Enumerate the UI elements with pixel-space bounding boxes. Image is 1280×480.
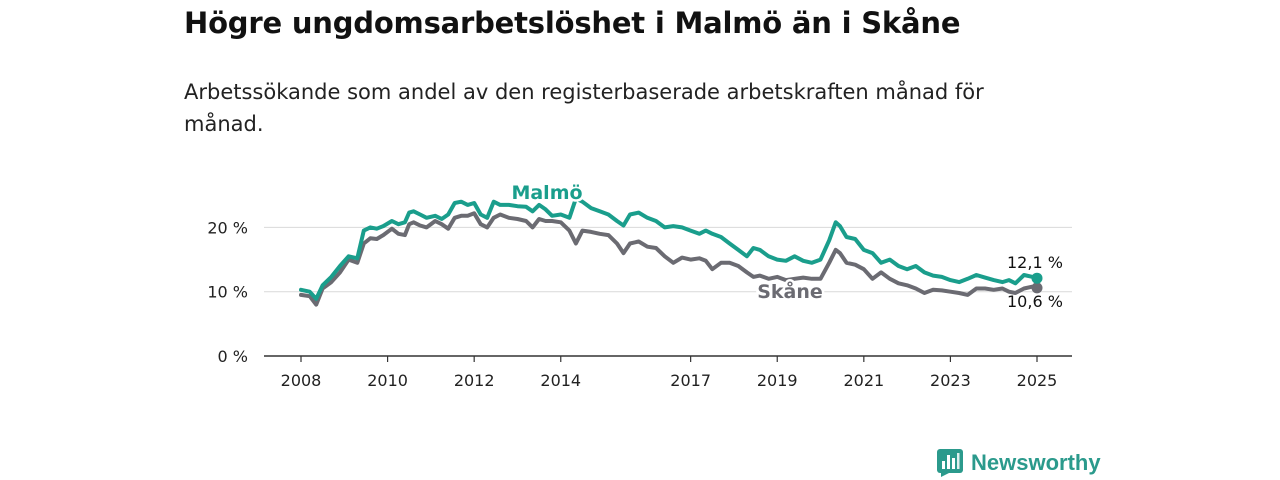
newsworthy-logo-icon — [937, 449, 963, 477]
x-tick-label: 2021 — [843, 371, 884, 390]
y-axis-ticks: 0 % 10 % 20 % — [207, 218, 248, 366]
x-tick-label: 2023 — [930, 371, 971, 390]
x-tick-label: 2017 — [670, 371, 711, 390]
x-tick-label: 2014 — [540, 371, 581, 390]
series-lines — [299, 196, 1043, 307]
series-labels: 10,6 % 12,1 % Malmö Skåne — [509, 180, 1063, 311]
brand[interactable]: Newsworthy — [937, 448, 1101, 478]
line-chart: 0 % 10 % 20 % 2008 2010 2012 2014 2017 2019 2021… — [207, 180, 1072, 390]
end-point-skåne — [1031, 282, 1043, 294]
y-tick-label: 10 % — [207, 283, 248, 302]
end-value-label: 10,6 % — [1007, 292, 1063, 311]
series-line-malmö — [299, 196, 1039, 301]
x-tick-label: 2012 — [454, 371, 495, 390]
x-tick-label: 2008 — [281, 371, 322, 390]
chart-title: Högre ungdomsarbetslöshet i Malmö än i S… — [184, 6, 961, 40]
x-tick-label: 2019 — [757, 371, 798, 390]
end-point-malmö — [1031, 272, 1043, 284]
x-tick-label: 2010 — [367, 371, 408, 390]
series-line-skåne — [299, 211, 1039, 307]
end-value-label: 12,1 % — [1007, 253, 1063, 272]
x-tick-label: 2025 — [1017, 371, 1058, 390]
chart-subtitle: Arbetssökande som andel av den registerb… — [184, 80, 984, 136]
x-axis-ticks: 2008 2010 2012 2014 2017 2019 2021 2023 2025 — [281, 356, 1058, 390]
y-tick-label: 0 % — [218, 347, 248, 366]
brand-name: Newsworthy — [971, 450, 1101, 475]
y-tick-label: 20 % — [207, 218, 248, 237]
series-label-malmo: Malmö — [511, 182, 582, 204]
series-label-skane: Skåne — [757, 279, 823, 303]
